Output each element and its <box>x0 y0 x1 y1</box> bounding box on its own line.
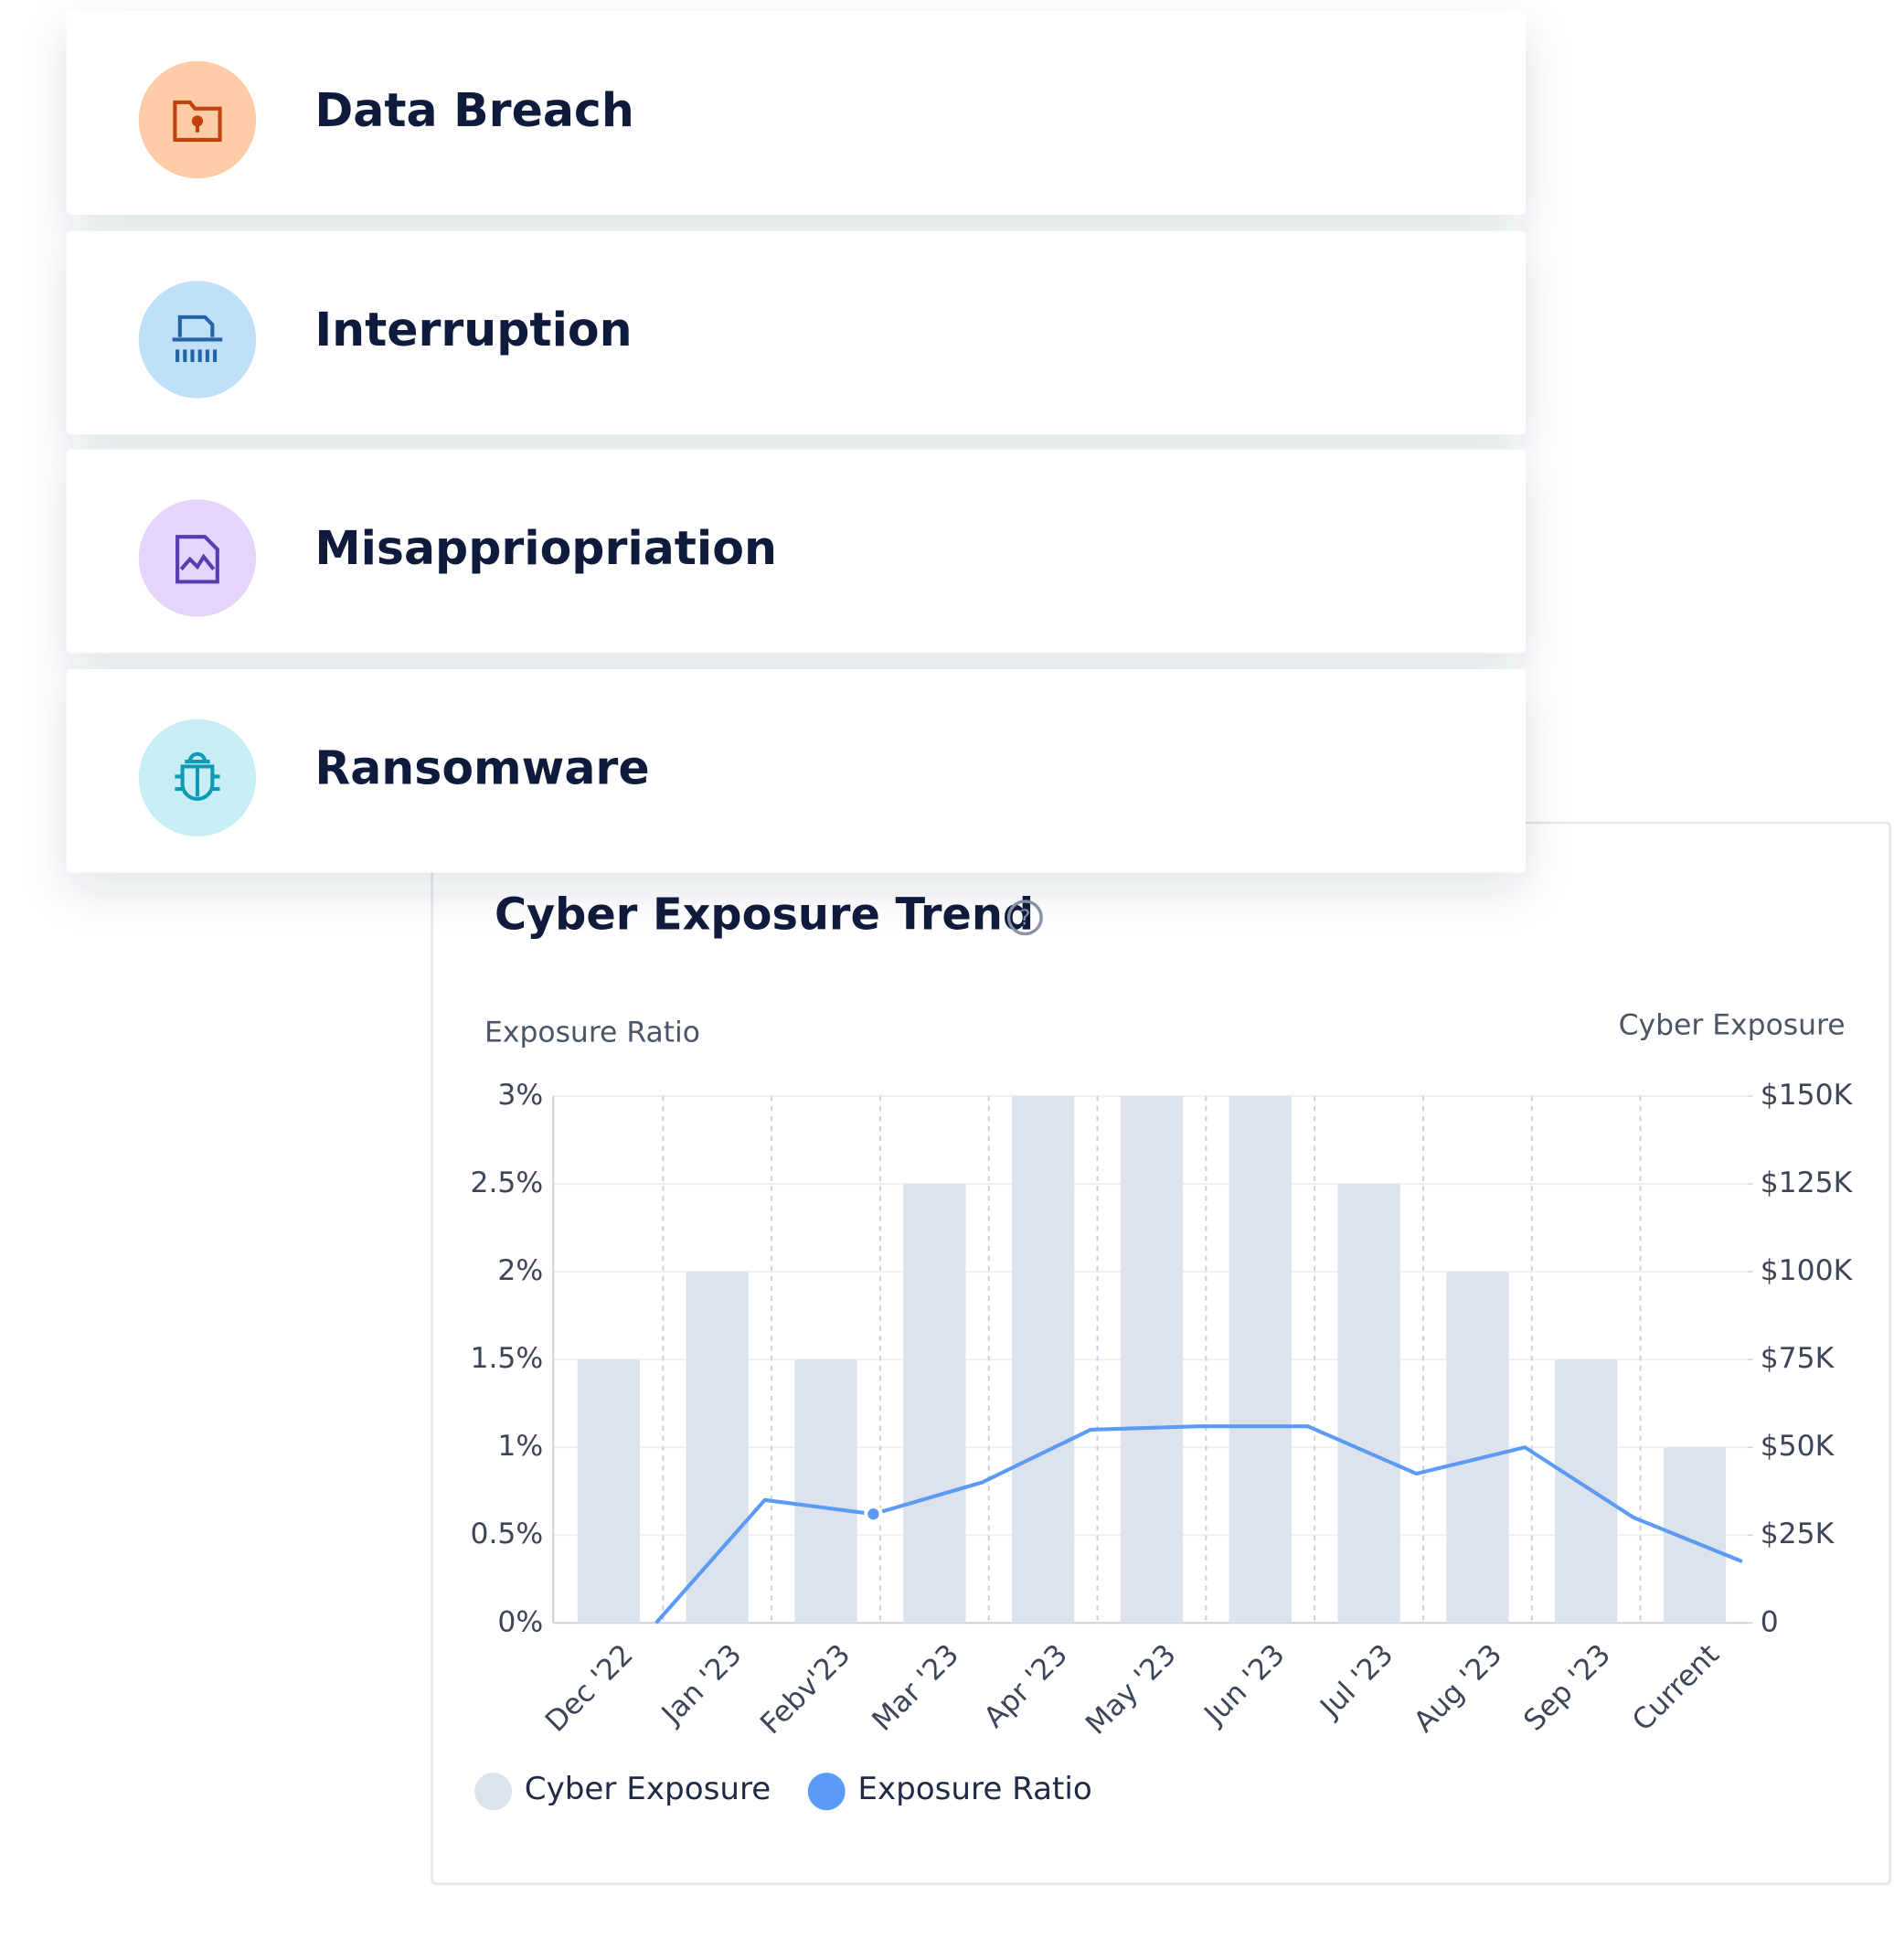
y2-tick-label: 0 <box>1761 1605 1779 1638</box>
card[interactable] <box>66 11 1526 215</box>
y-tick-label: 1% <box>497 1430 543 1463</box>
legend-swatch <box>807 1773 846 1811</box>
y-tick-label: 3% <box>497 1079 543 1112</box>
y-tick-label: 0% <box>497 1605 543 1638</box>
y-tick-label: 0.5% <box>470 1518 543 1550</box>
folder-icon <box>173 100 222 142</box>
bar <box>1337 1184 1400 1624</box>
y2-tick-label: $100K <box>1761 1254 1854 1287</box>
bar <box>686 1272 749 1624</box>
y2-tick-label: $50K <box>1761 1430 1835 1463</box>
line <box>654 1424 1743 1624</box>
card-label: Misappriopriation <box>314 521 777 575</box>
icon-bg <box>138 499 257 617</box>
y2-axis-title: Cyber Exposure <box>1619 1009 1846 1042</box>
y-axis-title: Exposure Ratio <box>484 1017 700 1049</box>
card-label: Data Breach <box>314 83 634 137</box>
legend-swatch <box>474 1773 513 1811</box>
svg-text:?: ? <box>1019 906 1030 931</box>
bar <box>903 1184 966 1624</box>
bar <box>1012 1096 1075 1624</box>
legend-label: Cyber Exposure <box>525 1771 771 1807</box>
y2-tick-label: $150K <box>1761 1079 1854 1112</box>
chart-title: Cyber Exposure Trend <box>495 890 1034 941</box>
card[interactable] <box>66 230 1526 435</box>
bar <box>1555 1359 1618 1624</box>
bar <box>577 1359 641 1624</box>
card-list: Data Breach Interruption Misappriopriati… <box>66 11 1526 873</box>
legend-label: Exposure Ratio <box>857 1771 1091 1807</box>
card-label: Interruption <box>314 303 632 357</box>
y-tick-label: 2% <box>497 1254 543 1287</box>
bar <box>794 1359 857 1624</box>
card-label: Ransomware <box>314 740 649 794</box>
shredder-icon <box>172 314 223 363</box>
y-tick-label: 1.5% <box>470 1342 543 1375</box>
bar <box>1229 1096 1292 1624</box>
y2-tick-label: $75K <box>1761 1342 1835 1375</box>
bug-icon <box>175 751 220 802</box>
y2-tick-label: $125K <box>1761 1166 1854 1199</box>
image-file-icon <box>176 535 219 584</box>
point-marker <box>864 1504 883 1524</box>
y2-tick-label: $25K <box>1761 1518 1835 1550</box>
bar <box>1120 1096 1184 1624</box>
help-icon[interactable]: ? <box>1006 900 1043 936</box>
card[interactable] <box>66 668 1526 873</box>
bar <box>1446 1272 1509 1624</box>
chart-card: Cyber Exposure Trend ? Exposure Ratio Cy… <box>431 821 1892 1886</box>
y-tick-label: 2.5% <box>470 1166 543 1199</box>
card[interactable] <box>66 449 1526 654</box>
